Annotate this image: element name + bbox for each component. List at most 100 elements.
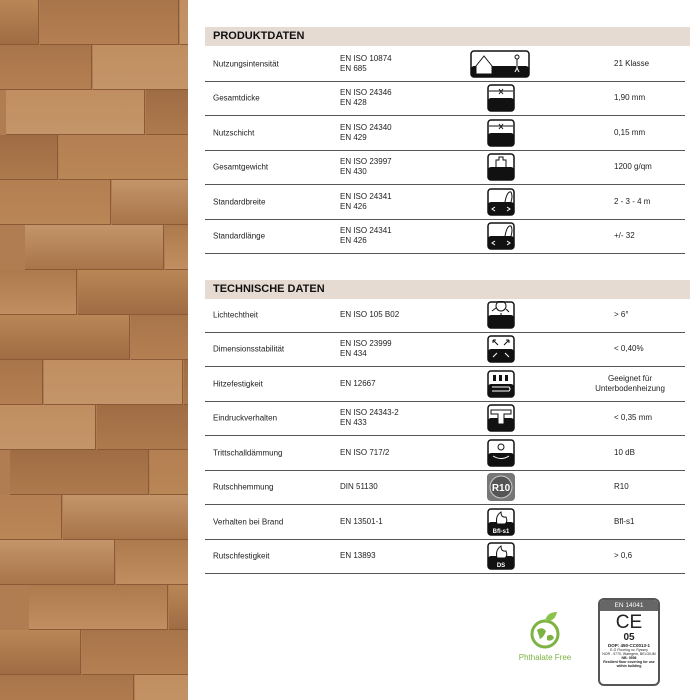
svg-text:DS: DS [497,563,505,569]
roll-length-icon [487,222,515,250]
wood-plank [0,360,43,405]
property-label: Gesamtdicke [213,93,260,103]
table-row: Lichtechtheit EN ISO 105 B02 > 6° [205,298,685,333]
wood-plank [0,495,62,540]
roll-width-icon [487,188,515,216]
property-value: 1,90 mm [614,93,646,103]
arrows-expand-icon [487,335,515,363]
norm-line: EN ISO 23997 [340,157,392,167]
sun-icon [487,300,515,329]
wood-plank [82,630,188,675]
wood-plank [40,0,179,45]
wood-plank [78,270,188,315]
wood-plank [0,0,39,45]
property-label: Standardbreite [213,197,266,207]
norm-standard: EN ISO 717/2 [340,448,389,458]
norm-standard: EN ISO 24341 EN 426 [340,192,392,212]
ce-mark: CE [615,612,643,633]
table-row: Rutschfestigkeit EN 13893 DS > 0,6 [205,540,685,574]
wood-floor-image [0,0,188,700]
wood-plank [25,225,164,270]
norm-line: EN ISO 10874 [340,53,392,63]
norm-line: EN 426 [340,236,367,246]
r10-icon: R10 [487,473,515,502]
wood-plank [150,450,188,495]
norm-line: EN ISO 24340 [340,122,392,132]
ce-label: EN 14041 CE 05 DOP: 450-CC0013-1 E-G Flo… [598,598,660,686]
norm-standard: EN ISO 24341 EN 426 [340,226,392,246]
norm-line: EN ISO 24341 [340,191,392,201]
table-row: Nutzungsintensität EN ISO 10874 EN 685 21… [205,47,685,82]
wood-plank [135,675,188,700]
table-row: Eindruckverhalten EN ISO 24343-2 EN 433 <… [205,402,685,436]
wood-plank [116,540,188,585]
wood-plank [29,585,168,630]
wear-layer-icon [487,119,515,147]
table-row: Standardlänge EN ISO 24341 EN 426 +/- 32 [205,220,685,254]
norm-standard: DIN 51130 [340,482,378,492]
svg-text:R10: R10 [492,483,511,494]
slip-icon: DS [487,542,515,570]
table-row: Dimensionsstabilität EN ISO 23999 EN 434 … [205,333,685,367]
property-value: +/- 32 [614,231,635,241]
norm-line: EN 426 [340,201,367,211]
property-label: Nutzungsintensität [213,59,279,69]
section-header-technische-daten: TECHNISCHE DATEN [205,280,690,299]
wood-plank [0,135,58,180]
table-row: Trittschalldämmung EN ISO 717/2 10 dB [205,436,685,471]
norm-standard: EN ISO 10874 EN 685 [340,54,392,74]
produktdaten-table: Nutzungsintensität EN ISO 10874 EN 685 21… [205,47,685,254]
norm-standard: EN ISO 23999 EN 434 [340,339,392,359]
wood-plank [93,45,188,90]
norm-line: EN 430 [340,167,367,177]
ce-number: 05 [623,632,635,643]
property-label: Lichtechtheit [213,310,258,320]
property-value: < 0,35 mm [614,413,653,423]
property-value: R10 [614,482,629,492]
property-value: 0,15 mm [614,127,646,137]
property-value: 1200 g/qm [614,162,652,172]
wood-plank [63,495,188,540]
norm-line: EN ISO 24346 [340,88,392,98]
property-label: Rutschfestigkeit [213,551,270,561]
norm-standard: EN ISO 24346 EN 428 [340,88,392,108]
total-thickness-icon [487,84,515,112]
table-row: Nutzschicht EN ISO 24340 EN 429 0,15 mm [205,116,685,151]
ce-dop: DOP: 450-CC0013-1 [607,643,651,648]
norm-line: EN ISO 23999 [340,339,392,349]
wood-plank [10,450,149,495]
sound-icon [487,439,515,467]
norm-line: DIN 51130 [340,482,378,492]
table-row: Rutschhemmung DIN 51130 R10 R10 [205,471,685,505]
norm-line: EN ISO 24341 [340,226,392,236]
property-value: > 6° [614,309,629,319]
norm-standard: EN 13501-1 [340,517,383,527]
norm-standard: EN ISO 105 B02 [340,310,399,320]
ce-text: NB: 0556 [621,656,637,660]
norm-line: EN ISO 717/2 [340,447,390,457]
table-row: Gesamtdicke EN ISO 24346 EN 428 1,90 mm [205,82,685,116]
wood-plank [165,225,188,270]
norm-standard: EN 12667 [340,379,376,389]
property-label: Dimensionsstabilität [213,344,285,354]
usage-class-icon [470,50,530,78]
ce-standard: EN 14041 [600,600,658,611]
property-label: Gesamtgewicht [213,162,269,172]
property-value: 2 - 3 - 4 m [614,196,651,206]
wood-plank [0,315,130,360]
table-row: Gesamtgewicht EN ISO 23997 EN 430 1200 g/… [205,151,685,185]
norm-line: EN 429 [340,132,367,142]
floor-heating-icon [487,370,515,398]
norm-line: EN ISO 105 B02 [340,309,400,319]
norm-standard: EN ISO 24343-2 EN 433 [340,408,399,428]
norm-line: EN 13893 [340,551,376,561]
property-value: 10 dB [614,447,635,457]
wood-plank [0,405,96,450]
property-label: Nutzschicht [213,128,255,138]
property-label: Hitzefestigkeit [213,379,263,389]
norm-line: EN 12667 [340,378,376,388]
property-label: Trittschalldämmung [213,448,283,458]
norm-standard: EN ISO 24340 EN 429 [340,123,392,143]
globe-leaf-icon [530,612,560,649]
property-value: Bfl-s1 [614,516,635,526]
